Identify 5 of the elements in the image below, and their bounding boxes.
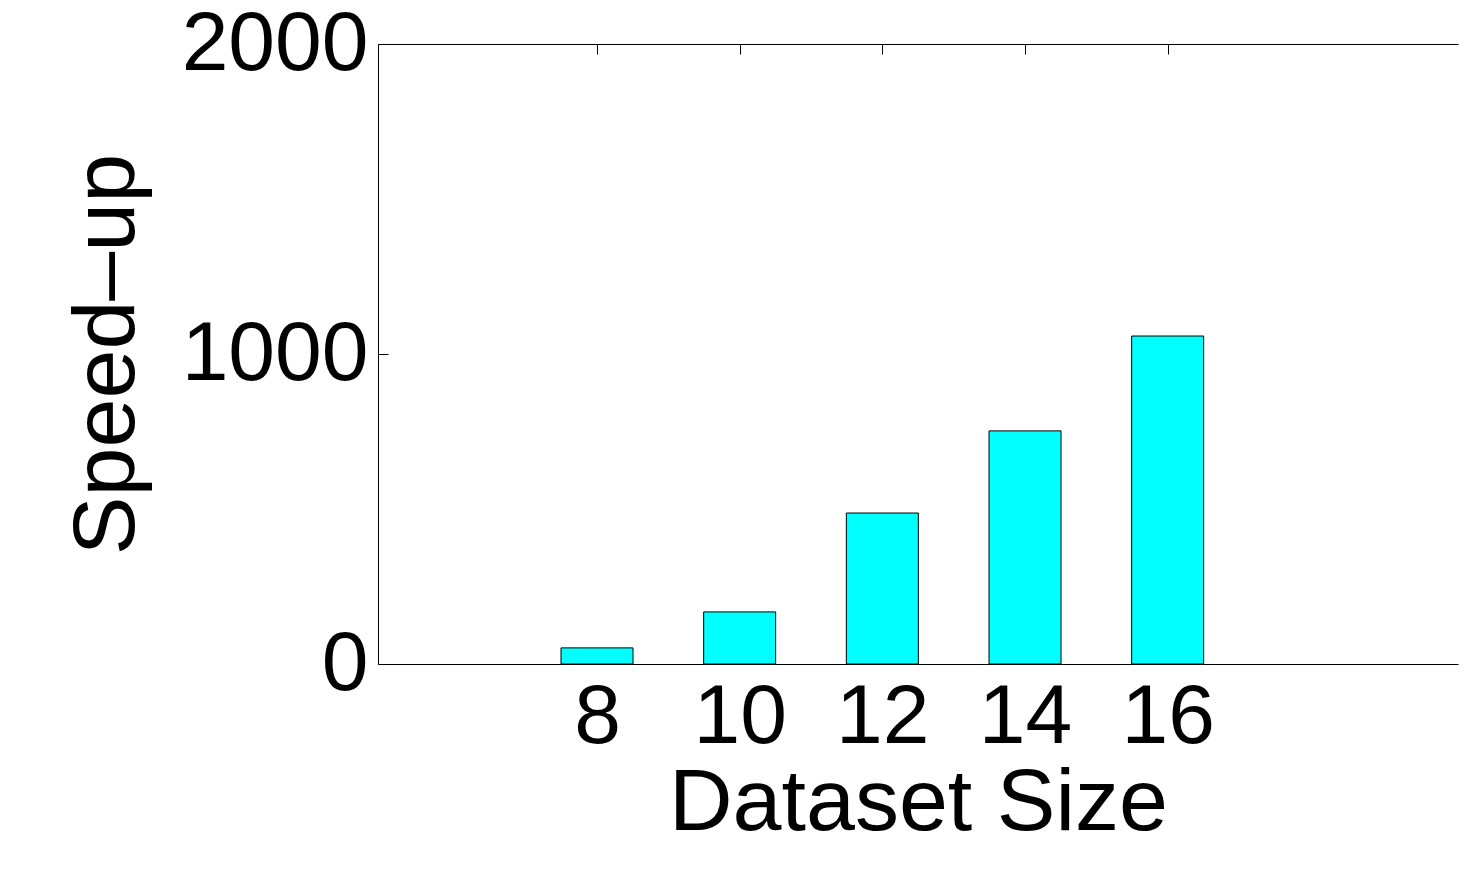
x-tick-label: 8 [574, 666, 621, 761]
y-tick-label: 0 [321, 613, 369, 708]
y-axis-title: Speed–up [53, 153, 153, 556]
y-tick-label: 2000 [181, 0, 369, 88]
y-tick-label: 1000 [181, 303, 369, 398]
